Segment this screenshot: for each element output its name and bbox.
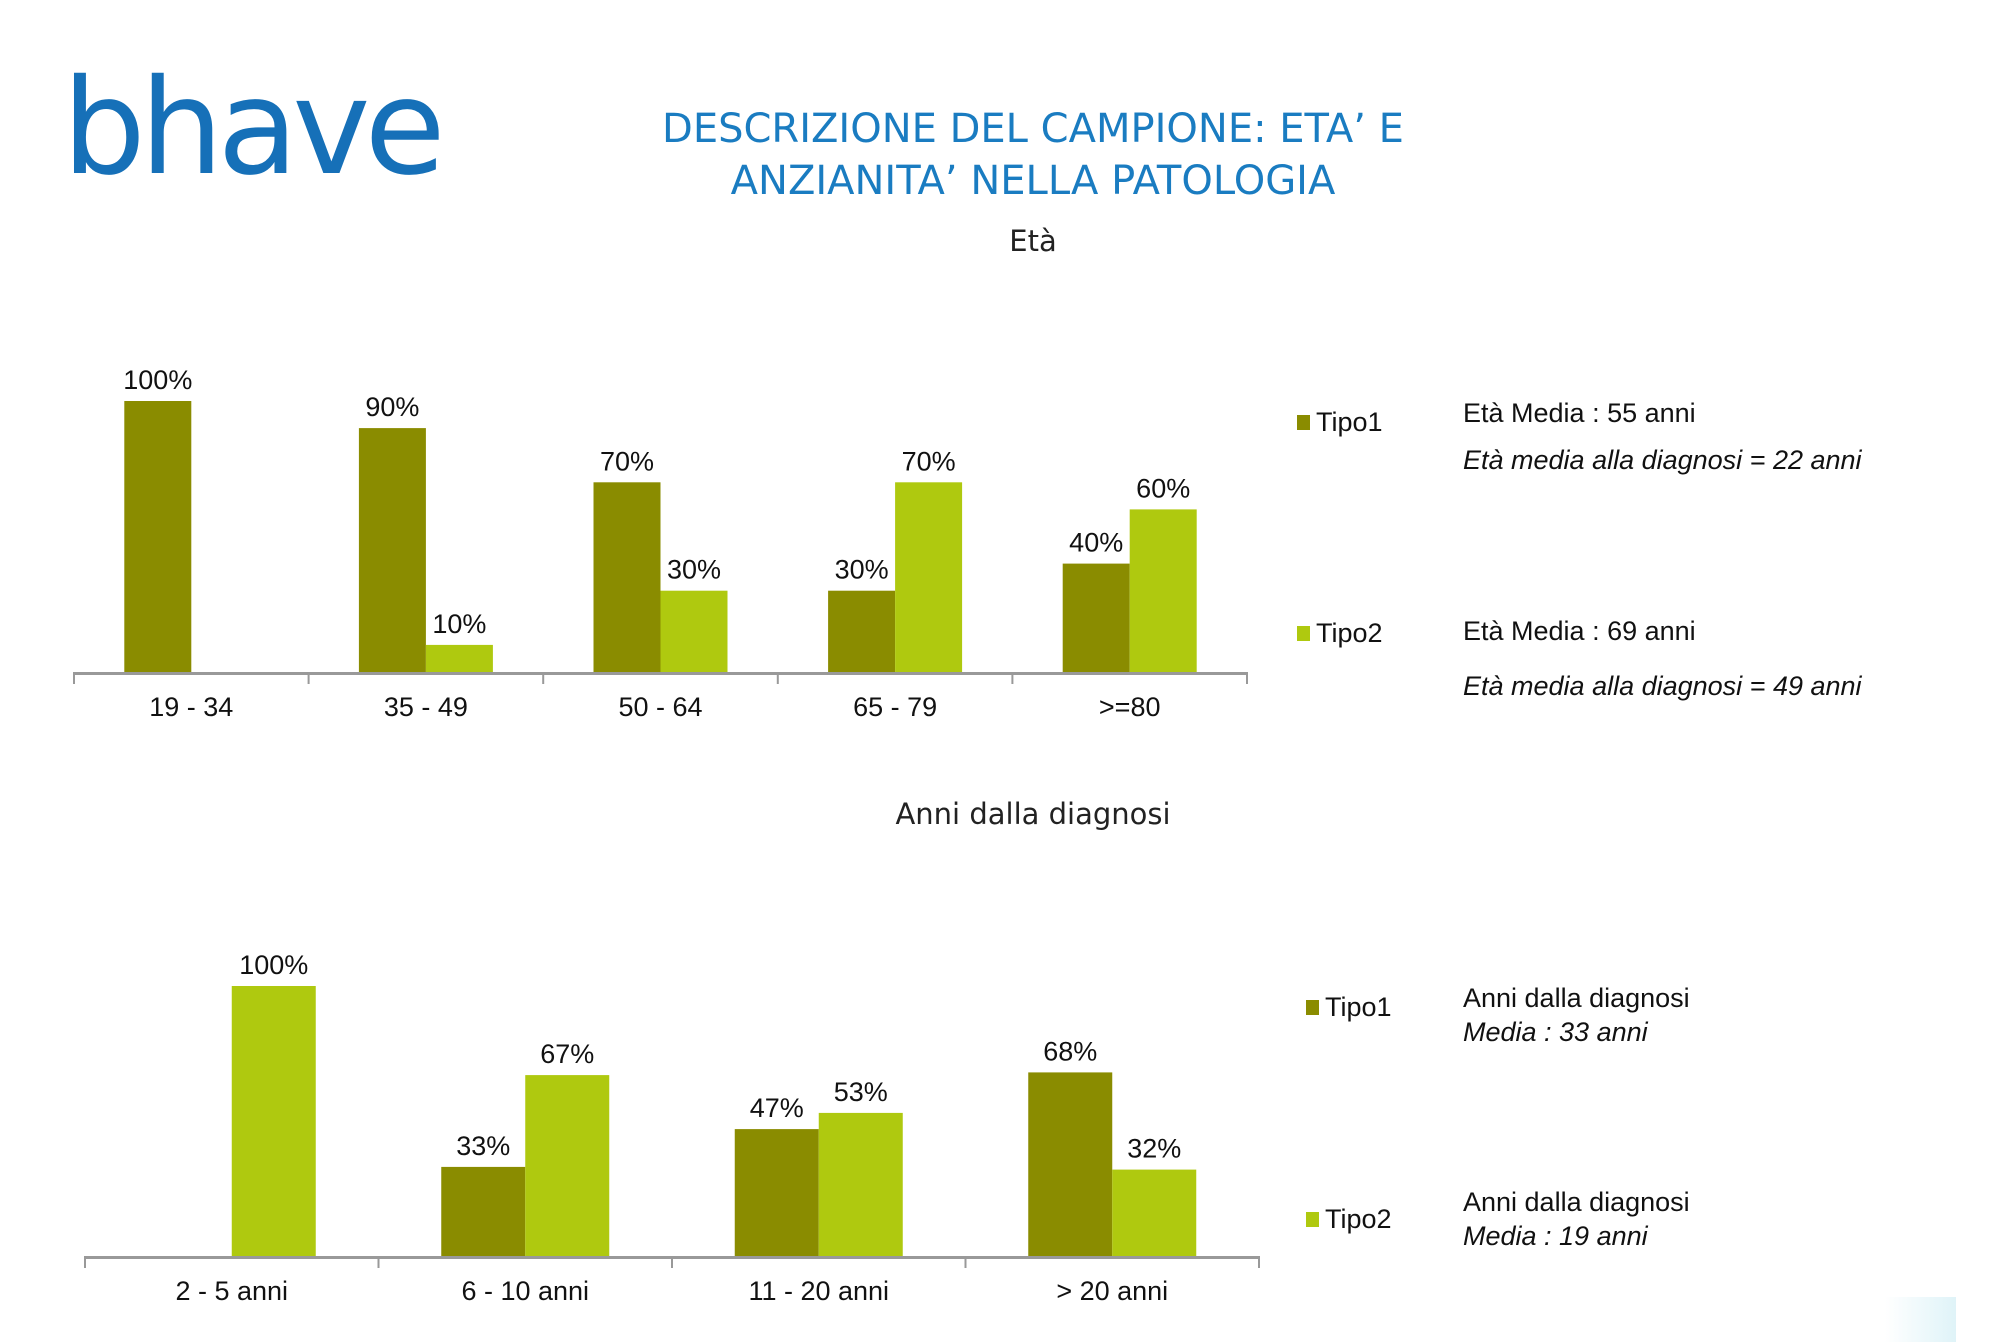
legend-swatch-tipo2 xyxy=(1306,1212,1319,1227)
bar-tipo2 xyxy=(525,1075,610,1256)
chart1-note-tipo2: Età Media : 69 anni Età media alla diagn… xyxy=(1463,614,1862,704)
x-tick-label: 35 - 49 xyxy=(384,692,468,722)
bhave-logo: bhave xyxy=(62,51,446,205)
bar-tipo1 xyxy=(1062,563,1130,672)
diagnosis-years-bar-chart: 100% 2 - 5 anni 33% 67% 6 - 10 anni 47% 53% 11 … xyxy=(84,950,1260,1306)
bar-tipo2 xyxy=(818,1112,903,1256)
bar-tipo2 xyxy=(1129,509,1197,672)
bar-tipo2 xyxy=(231,986,316,1256)
title-line-1: DESCRIZIONE DEL CAMPIONE: ETA’ E xyxy=(662,106,1404,152)
data-label: 90% xyxy=(365,392,419,422)
note-label: Anni dalla diagnosi xyxy=(1463,983,1690,1013)
chart1-title: Età xyxy=(1009,224,1057,258)
chart2-legend-tipo1: Tipo1 xyxy=(1306,992,1392,1023)
data-label: 67% xyxy=(540,1039,594,1069)
note-mean: Media : 33 anni xyxy=(1463,1016,1648,1047)
data-label: 47% xyxy=(750,1093,804,1123)
note-mean: Media : 19 anni xyxy=(1463,1220,1648,1251)
bar-tipo1 xyxy=(734,1129,819,1256)
x-tick-label: 2 - 5 anni xyxy=(175,1276,288,1306)
page-title: DESCRIZIONE DEL CAMPIONE: ETA’ E ANZIANI… xyxy=(560,103,1506,207)
bar-tipo1 xyxy=(828,590,896,672)
data-label: 100% xyxy=(239,950,308,980)
x-tick-label: 50 - 64 xyxy=(618,692,702,722)
bar-tipo1 xyxy=(1028,1072,1113,1256)
bar-tipo2 xyxy=(895,482,963,672)
x-tick-label: 6 - 10 anni xyxy=(461,1276,589,1306)
legend-label: Tipo1 xyxy=(1325,992,1392,1022)
note-mean-age-diagnosis: Età media alla diagnosi = 49 anni xyxy=(1463,671,1862,702)
data-label: 33% xyxy=(456,1131,510,1161)
x-tick-label: 65 - 79 xyxy=(853,692,937,722)
note-label: Anni dalla diagnosi xyxy=(1463,1187,1690,1217)
chart2-note-tipo2: Anni dalla diagnosi Media : 19 anni xyxy=(1463,1186,1690,1254)
data-label: 10% xyxy=(432,609,486,639)
note-mean-age-diagnosis: Età media alla diagnosi = 22 anni xyxy=(1463,445,1862,476)
data-label: 68% xyxy=(1043,1036,1097,1066)
x-tick-label: > 20 anni xyxy=(1056,1276,1168,1306)
title-line-2: ANZIANITA’ NELLA PATOLOGIA xyxy=(730,158,1336,204)
chart1-note-tipo1: Età Media : 55 anni Età media alla diagn… xyxy=(1463,396,1862,478)
bar-tipo1 xyxy=(124,401,192,672)
legend-swatch-tipo2 xyxy=(1297,626,1310,641)
x-tick-label: 19 - 34 xyxy=(149,692,233,722)
legend-swatch-tipo1 xyxy=(1306,1000,1319,1015)
legend-label: Tipo2 xyxy=(1316,618,1383,648)
bar-tipo2 xyxy=(425,644,493,672)
chart2-note-tipo1: Anni dalla diagnosi Media : 33 anni xyxy=(1463,982,1690,1050)
chart2-legend-tipo2: Tipo2 xyxy=(1306,1204,1392,1235)
note-mean-age: Età Media : 69 anni xyxy=(1463,616,1696,646)
legend-label: Tipo2 xyxy=(1325,1204,1392,1234)
x-tick-label: >=80 xyxy=(1099,692,1161,722)
age-bar-chart: 100% 19 - 34 90% 10% 35 - 49 70% 30% 50 - 64 30%… xyxy=(73,365,1248,722)
legend-swatch-tipo1 xyxy=(1297,415,1310,430)
data-label: 60% xyxy=(1136,473,1190,503)
bar-tipo2 xyxy=(1112,1169,1197,1256)
data-label: 100% xyxy=(123,365,192,395)
bar-tipo1 xyxy=(593,482,661,672)
data-label: 70% xyxy=(600,446,654,476)
legend-label: Tipo1 xyxy=(1316,407,1383,437)
data-label: 40% xyxy=(1069,528,1123,558)
chart1-legend-tipo2: Tipo2 xyxy=(1297,618,1383,649)
data-label: 53% xyxy=(834,1077,888,1107)
data-label: 30% xyxy=(835,555,889,585)
bar-tipo1 xyxy=(358,428,426,672)
corner-decoration xyxy=(1885,1297,1956,1342)
chart2-title: Anni dalla diagnosi xyxy=(895,797,1171,831)
bar-tipo1 xyxy=(441,1166,526,1256)
note-mean-age: Età Media : 55 anni xyxy=(1463,398,1696,428)
bar-tipo2 xyxy=(660,590,728,672)
data-label: 32% xyxy=(1127,1134,1181,1164)
x-tick-label: 11 - 20 anni xyxy=(748,1276,889,1306)
data-label: 70% xyxy=(902,446,956,476)
data-label: 30% xyxy=(667,555,721,585)
chart1-legend-tipo1: Tipo1 xyxy=(1297,407,1383,438)
